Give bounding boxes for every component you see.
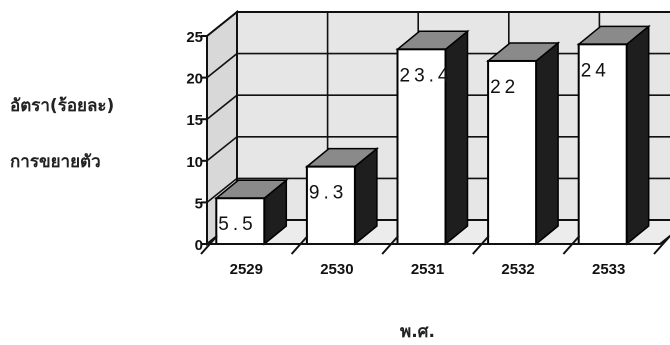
x-tick-label: 2530: [320, 261, 353, 278]
y-tick-label: 20: [186, 71, 203, 88]
bar: [305, 165, 356, 245]
x-tick: [562, 235, 581, 255]
y-tick-label: 25: [186, 29, 203, 46]
x-tick-label: 2531: [411, 261, 444, 278]
data-label: 24: [581, 60, 610, 81]
bar-side: [625, 24, 650, 246]
y-axis-label-line-2: การขยายตัว: [10, 152, 101, 172]
y-tick-label: 5: [195, 195, 203, 212]
x-axis: 2529 2530 2531 2532 2533: [200, 235, 670, 278]
x-tick: [200, 235, 218, 255]
y-axis-label-line-1: อัตรา(ร้อยละ): [10, 96, 115, 116]
x-tick-label: 2529: [230, 261, 263, 278]
bars: 5.5 9.3 23.4 22 24: [214, 24, 651, 246]
bar-side: [444, 29, 469, 246]
x-tick: [290, 235, 309, 255]
y-tick-label: 15: [186, 112, 203, 129]
data-label: 22: [490, 77, 519, 98]
y-tick-label: 10: [186, 154, 203, 171]
x-tick: [653, 235, 670, 255]
y-tick-label: 0: [195, 237, 203, 254]
x-tick: [472, 235, 490, 255]
bar: [577, 43, 628, 245]
bar-side: [535, 41, 559, 246]
data-label: 5.5: [218, 214, 256, 235]
x-tick-label: 2532: [501, 261, 534, 278]
grid-line: [206, 11, 670, 37]
data-label: 9.3: [309, 183, 347, 204]
x-tick: [381, 235, 399, 255]
x-tick-label: 2533: [592, 261, 625, 278]
x-axis-label: พ.ศ.: [400, 322, 435, 342]
y-axis: 0 5 10 15 20 25: [186, 29, 208, 254]
data-label: 23.4: [400, 65, 453, 86]
